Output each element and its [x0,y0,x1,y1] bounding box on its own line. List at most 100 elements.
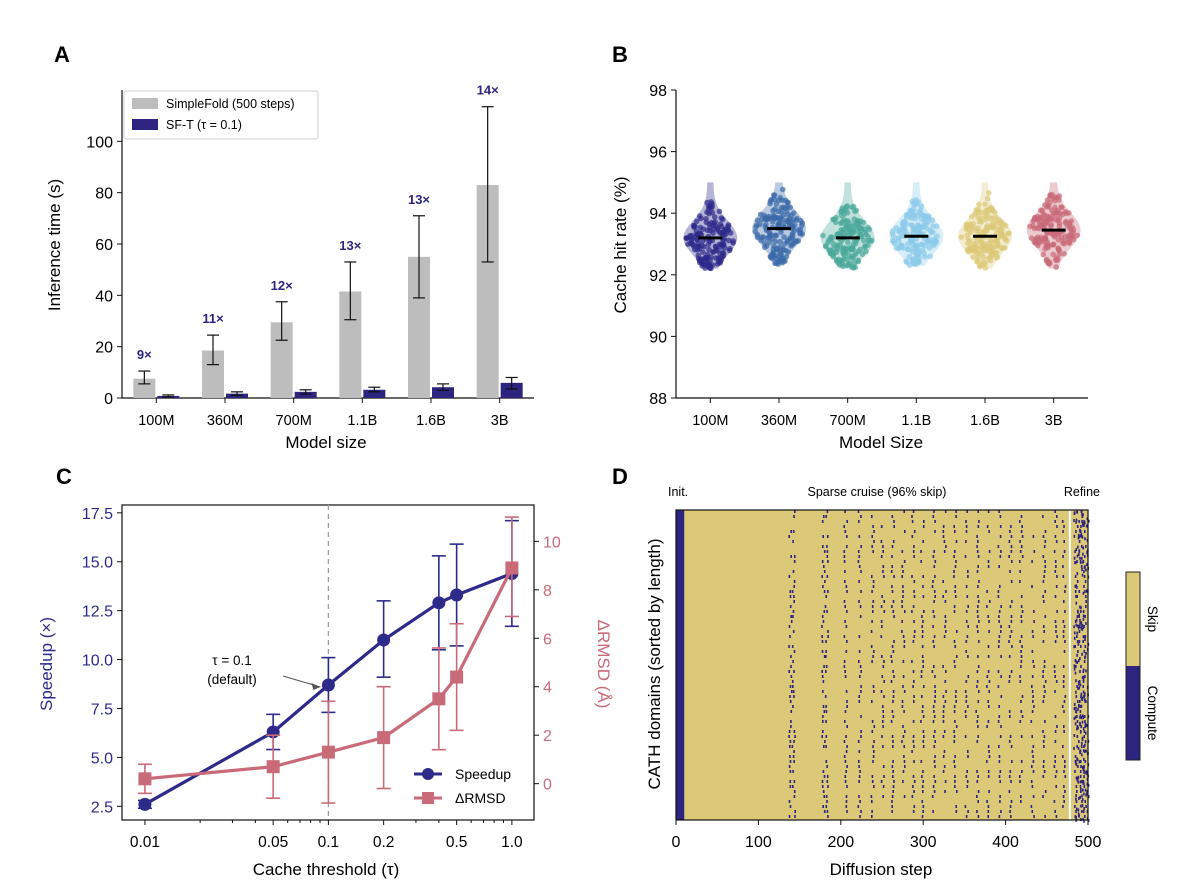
heatmap-compute-cell [794,815,796,818]
heatmap-compute-cell [977,615,979,618]
data-point [698,257,704,263]
heatmap-compute-cell [966,635,969,638]
heatmap-refine-cell [1086,772,1088,776]
heatmap-compute-cell [1076,525,1079,528]
heatmap-compute-cell [1074,645,1076,648]
heatmap-compute-cell [1079,770,1082,773]
heatmap-compute-cell [986,525,989,528]
data-point [913,197,919,203]
heatmap-compute-cell [1079,700,1081,703]
heatmap-compute-cell [998,620,1000,623]
heatmap-compute-cell [954,585,957,588]
bar-sft [363,389,386,398]
heatmap-compute-cell [1009,635,1011,638]
heatmap-compute-cell [967,655,969,658]
heatmap-compute-cell [1000,725,1002,728]
heatmap-compute-cell [825,760,828,763]
data-point [771,196,778,203]
heatmap-compute-cell [1044,615,1047,618]
heatmap-compute-cell [978,620,980,623]
heatmap-compute-cell [1078,520,1080,523]
data-point [977,262,984,268]
heatmap-compute-cell [954,775,956,778]
heatmap-compute-cell [1063,600,1065,603]
heatmap-compute-cell [822,730,824,733]
heatmap-compute-cell [870,645,873,648]
heatmap-compute-cell [943,540,946,543]
heatmap-compute-cell [987,565,990,568]
data-point [840,256,847,262]
y-tick-label-left: 12.5 [82,604,113,621]
heatmap-compute-cell [942,710,945,713]
heatmap-refine-cell [1081,698,1084,702]
data-point [982,213,988,220]
heatmap-compute-cell [792,610,795,613]
data-point [718,257,724,263]
heatmap-compute-cell [903,690,906,693]
heatmap-compute-cell [792,540,794,543]
heatmap-refine-cell [1083,766,1085,770]
x-tick-label: 700M [276,413,312,429]
data-point [1030,222,1036,229]
heatmap-compute-cell [871,730,874,733]
heatmap-compute-cell [943,750,946,753]
heatmap-refine-cell [1073,707,1076,711]
heatmap-compute-cell [933,635,936,638]
data-point [783,253,790,260]
heatmap-compute-cell [1032,635,1034,638]
data-point [1074,232,1081,239]
heatmap-compute-cell [826,765,828,768]
heatmap-compute-cell [1063,725,1065,728]
heatmap-compute-cell [901,740,903,743]
heatmap-compute-cell [1044,565,1047,568]
heatmap-compute-cell [891,590,894,593]
heatmap-compute-cell [997,685,1000,688]
data-point [921,250,927,257]
data-point [991,237,998,244]
heatmap-compute-cell [953,575,955,578]
colorbar-compute [1126,666,1140,760]
heatmap-compute-cell [821,650,824,653]
heatmap-compute-cell [988,705,990,708]
heatmap-refine-cell [1080,704,1083,708]
heatmap-compute-cell [821,780,824,783]
heatmap-refine-cell [1086,551,1088,554]
heatmap-compute-cell [1076,715,1078,718]
heatmap-compute-cell [933,710,935,713]
heatmap-compute-cell [880,525,883,528]
heatmap-compute-cell [1082,680,1085,683]
heatmap-compute-cell [966,770,968,773]
heatmap-compute-cell [1084,555,1086,558]
heatmap-compute-cell [826,775,829,778]
data-point [932,237,938,244]
heatmap-refine-cell [1080,716,1083,720]
heatmap-compute-cell [1081,810,1083,813]
y-tick-label: 20 [95,340,113,357]
heatmap-compute-cell [931,795,934,798]
data-point [896,243,902,249]
heatmap-compute-cell [933,760,936,763]
heatmap-compute-cell [793,790,796,793]
heatmap-compute-cell [822,790,825,793]
heatmap-compute-cell [932,810,934,813]
data-point [1054,230,1060,237]
data-point [752,228,759,235]
colorbar-skip [1126,572,1140,666]
heatmap-compute-cell [976,570,979,573]
heatmap-refine-cell [1079,683,1082,687]
heatmap-compute-cell [934,595,936,598]
heatmap-compute-cell [978,640,980,643]
heatmap-compute-cell [892,715,895,718]
heatmap-compute-cell [913,590,915,593]
heatmap-compute-cell [789,695,791,698]
data-point [695,252,702,259]
data-point [990,220,996,226]
panel-c-annotation-line1: τ = 0.1 [212,653,252,668]
heatmap-compute-cell [873,740,875,743]
heatmap-compute-cell [872,525,874,528]
heatmap-compute-cell [793,760,795,763]
y-tick-label: 88 [649,391,667,408]
heatmap-compute-cell [793,595,795,598]
heatmap-compute-cell [844,580,846,583]
heatmap-refine-cell [1083,693,1086,697]
